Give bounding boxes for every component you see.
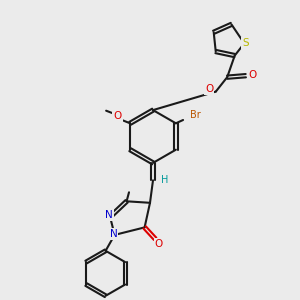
Text: N: N — [105, 210, 113, 220]
Text: O: O — [248, 70, 256, 80]
Text: O: O — [113, 111, 122, 121]
Text: H: H — [161, 175, 168, 185]
Text: O: O — [154, 239, 163, 249]
Text: N: N — [110, 229, 117, 239]
Text: O: O — [205, 84, 213, 94]
Text: S: S — [242, 38, 249, 48]
Text: Br: Br — [190, 110, 200, 120]
